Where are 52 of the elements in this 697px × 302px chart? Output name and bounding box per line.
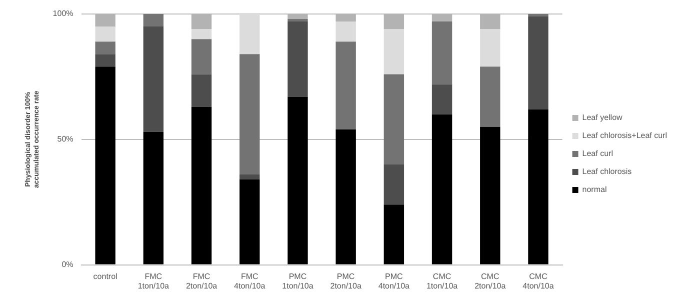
bar <box>384 204 404 264</box>
bar <box>384 74 404 164</box>
bar <box>384 29 404 74</box>
x-tick-label: CMC 2ton/10a <box>474 272 506 290</box>
y-tick-label: 0% <box>62 260 74 270</box>
bar <box>143 132 164 264</box>
x-tick-label: CMC 4ton/10a <box>522 272 554 290</box>
legend-label: Leaf yellow <box>582 113 623 122</box>
bar <box>336 129 356 264</box>
legend-label: Leaf chlorosis <box>582 167 632 176</box>
y-tick-label: 100% <box>52 9 74 18</box>
x-tick-label: PMC 2ton/10a <box>330 272 362 290</box>
bar <box>480 126 500 264</box>
bar <box>288 19 308 22</box>
bar <box>480 29 500 67</box>
bar <box>384 164 404 205</box>
bar <box>191 74 212 107</box>
x-tick-label: FMC 2ton/10a <box>186 272 218 290</box>
bar <box>95 66 116 264</box>
bar <box>528 14 548 17</box>
bar <box>432 114 452 264</box>
bar <box>143 26 164 132</box>
bar <box>240 180 260 264</box>
x-tick-label: control <box>93 272 118 281</box>
bar <box>143 14 164 27</box>
bar <box>480 66 500 127</box>
bar <box>336 42 356 130</box>
bar <box>191 106 212 264</box>
bar <box>191 39 212 74</box>
bar <box>528 16 548 110</box>
x-tick-label: CMC 1ton/10a <box>426 272 458 290</box>
bar <box>240 174 260 180</box>
bar <box>240 54 260 175</box>
bar <box>432 84 452 114</box>
legend-label: Leaf chlorosis+Leaf curl <box>582 131 668 140</box>
bar <box>240 14 260 54</box>
y-tick-label: 50% <box>57 134 74 144</box>
x-tick-label: FMC 4ton/10a <box>234 272 266 290</box>
bar <box>288 96 308 264</box>
bar <box>95 54 116 67</box>
x-tick-label: FMC 1ton/10a <box>138 272 170 290</box>
bar <box>528 109 548 264</box>
x-tick-label: PMC 1ton/10a <box>282 272 314 290</box>
bar <box>95 42 116 54</box>
bar <box>432 22 452 84</box>
legend-label: Leaf curl <box>582 149 614 158</box>
legend-label: normal <box>582 185 607 194</box>
x-tick-label: PMC 4ton/10a <box>378 272 410 290</box>
bar <box>336 22 356 42</box>
bar <box>288 22 308 97</box>
bar <box>191 29 212 40</box>
bar <box>95 26 116 42</box>
